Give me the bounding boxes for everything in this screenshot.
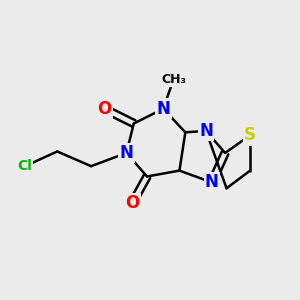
Text: Cl: Cl [17,159,32,173]
Text: N: N [156,100,170,118]
Text: N: N [119,144,134,162]
Text: N: N [199,122,213,140]
Text: N: N [205,173,219,191]
Text: O: O [97,100,112,118]
Text: S: S [244,126,256,144]
Text: CH₃: CH₃ [161,73,186,86]
Text: O: O [125,194,140,212]
